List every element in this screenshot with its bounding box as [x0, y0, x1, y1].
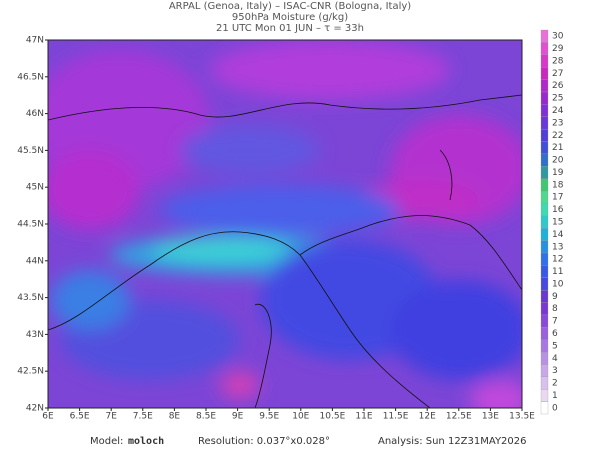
- colorbar-swatch: [540, 314, 549, 328]
- colorbar-swatch: [540, 364, 549, 377]
- lon-label: 13E: [482, 412, 499, 422]
- colorbar-label: 9: [552, 292, 558, 302]
- lat-label: 44.5N: [17, 220, 44, 230]
- colorbar-label: 6: [552, 329, 558, 339]
- colorbar-label: 18: [552, 180, 564, 190]
- colorbar-swatch: [540, 339, 549, 353]
- colorbar-swatch: [540, 327, 549, 340]
- colorbar-swatch: [540, 265, 549, 278]
- colorbar-label: 19: [552, 168, 564, 178]
- colorbar-label: 22: [552, 131, 563, 141]
- title-line: ARPAL (Genoa, Italy) – ISAC-CNR (Bologna…: [169, 1, 411, 12]
- colorbar-label: 12: [552, 255, 563, 265]
- colorbar-swatch: [540, 42, 549, 55]
- footer-resolution: Resolution: 0.037°x0.028°: [198, 436, 330, 447]
- colorbar-swatch: [540, 277, 549, 291]
- moisture-field: [48, 40, 522, 408]
- lon-label: 9.5E: [259, 412, 279, 422]
- lon-label: 10.5E: [320, 412, 346, 422]
- colorbar-label: 14: [552, 230, 564, 240]
- colorbar-label: 15: [552, 218, 563, 228]
- colorbar-swatch: [540, 178, 549, 192]
- colorbar-label: 8: [552, 304, 558, 314]
- lon-label: 8.5E: [196, 412, 216, 422]
- colorbar-label: 28: [552, 56, 564, 66]
- colorbar-swatch: [540, 29, 549, 43]
- colorbar-swatch: [540, 104, 549, 117]
- colorbar-label: 29: [552, 44, 564, 54]
- footer-model: moloch: [128, 436, 164, 447]
- colorbar-label: 26: [552, 81, 564, 91]
- colorbar-label: 16: [552, 205, 564, 215]
- lat-label: 45N: [26, 183, 44, 193]
- colorbar-swatch: [540, 116, 549, 130]
- colorbar-swatch: [540, 289, 549, 303]
- colorbar-label: 25: [552, 94, 563, 104]
- colorbar-label: 5: [552, 341, 558, 351]
- colorbar-label: 30: [552, 32, 564, 42]
- colorbar-label: 23: [552, 118, 563, 128]
- colorbar-swatch: [540, 228, 549, 241]
- lat-label: 43.5N: [17, 293, 44, 303]
- colorbar-label: 11: [552, 267, 563, 277]
- colorbar-label: 17: [552, 193, 563, 203]
- colorbar-swatch: [540, 54, 549, 68]
- colorbar-label: 2: [552, 379, 558, 389]
- lon-label: 7E: [105, 412, 117, 422]
- lat-label: 42.5N: [17, 367, 44, 377]
- lat-label: 43N: [26, 330, 44, 340]
- colorbar-label: 3: [552, 366, 558, 376]
- colorbar-label: 1: [552, 391, 558, 401]
- colorbar-swatch: [540, 166, 549, 179]
- colorbar-swatch: [540, 252, 549, 266]
- title-line: 950hPa Moisture (g/kg): [232, 12, 348, 23]
- lat-label: 46N: [26, 109, 44, 119]
- colorbar-label: 0: [552, 403, 558, 413]
- colorbar-label: 24: [552, 106, 564, 116]
- colorbar-label: 7: [552, 317, 558, 327]
- lon-label: 12E: [419, 412, 436, 422]
- lon-label: 9E: [232, 412, 244, 422]
- colorbar-swatch: [540, 240, 549, 254]
- lon-label: 8E: [169, 412, 181, 422]
- lon-label: 6.5E: [70, 412, 90, 422]
- lon-label: 13.5E: [509, 412, 535, 422]
- lon-label: 11E: [355, 412, 372, 422]
- colorbar-swatch: [540, 203, 549, 216]
- colorbar-swatch: [540, 302, 549, 316]
- colorbar-label: 20: [552, 156, 564, 166]
- colorbar-swatch: [540, 128, 549, 142]
- colorbar-swatch: [540, 215, 549, 229]
- colorbar-label: 4: [552, 354, 558, 364]
- colorbar-label: 21: [552, 143, 563, 153]
- lat-label: 45.5N: [17, 146, 44, 156]
- footer-model-label: Model:: [90, 436, 123, 447]
- colorbar-swatch: [540, 376, 549, 390]
- lon-label: 12.5E: [446, 412, 472, 422]
- colorbar-swatch: [540, 401, 549, 415]
- colorbar-swatch: [540, 141, 549, 155]
- lat-label: 42N: [26, 404, 44, 414]
- colorbar-swatch: [540, 67, 549, 80]
- colorbar-swatch: [540, 79, 549, 93]
- lon-label: 10E: [292, 412, 309, 422]
- colorbar-label: 27: [552, 69, 563, 79]
- colorbar-swatch: [540, 351, 549, 365]
- colorbar-swatch: [540, 190, 549, 204]
- colorbar-label: 10: [552, 279, 564, 289]
- footer-analysis: Analysis: Sun 12Z31MAY2026: [378, 436, 527, 447]
- lon-label: 11.5E: [383, 412, 409, 422]
- title-line: 21 UTC Mon 01 JUN – τ = 33h: [216, 23, 364, 34]
- lon-label: 6E: [42, 412, 54, 422]
- lat-label: 47N: [26, 36, 44, 46]
- lon-label: 7.5E: [133, 412, 153, 422]
- colorbar-label: 13: [552, 242, 563, 252]
- lat-label: 44N: [26, 256, 44, 266]
- colorbar-swatch: [540, 153, 549, 167]
- colorbar-swatch: [540, 91, 549, 105]
- colorbar-swatch: [540, 389, 549, 402]
- lat-label: 46.5N: [17, 72, 44, 82]
